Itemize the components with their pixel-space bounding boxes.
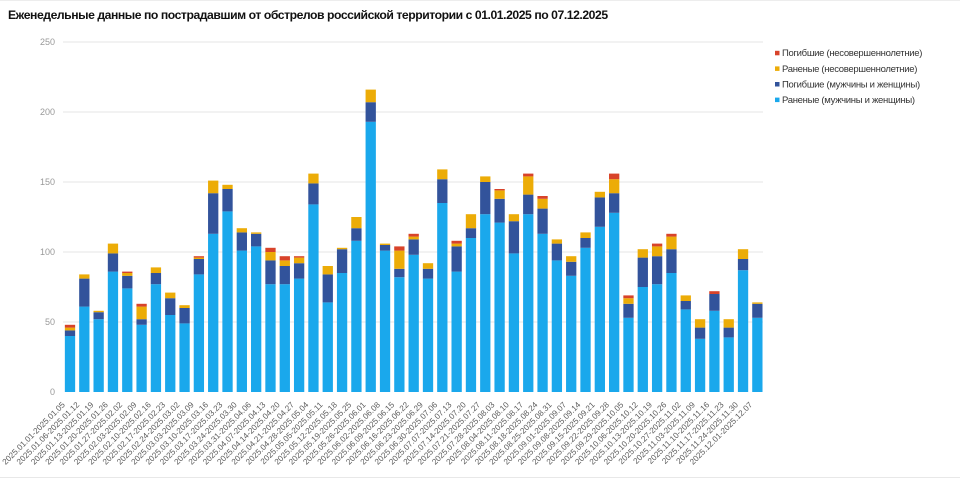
svg-text:Раненые (несовершеннолетние): Раненые (несовершеннолетние) <box>782 64 917 75</box>
svg-text:150: 150 <box>40 177 55 187</box>
svg-text:250: 250 <box>40 37 55 47</box>
svg-text:100: 100 <box>40 247 55 257</box>
svg-text:0: 0 <box>50 387 55 397</box>
svg-text:50: 50 <box>45 317 55 327</box>
svg-text:Раненые (мужчины и женщины): Раненые (мужчины и женщины) <box>782 95 915 106</box>
svg-text:Погибшие (несовершеннолетние): Погибшие (несовершеннолетние) <box>782 48 922 59</box>
svg-text:Еженедельные данные по пострад: Еженедельные данные по пострадавшим от о… <box>8 8 608 22</box>
svg-text:Погибшие (мужчины и женщины): Погибшие (мужчины и женщины) <box>782 79 920 90</box>
svg-text:200: 200 <box>40 107 55 117</box>
